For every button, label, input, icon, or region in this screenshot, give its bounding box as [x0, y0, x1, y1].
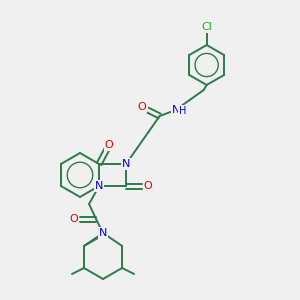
- Text: O: O: [137, 102, 146, 112]
- Text: O: O: [144, 181, 152, 191]
- Text: O: O: [70, 214, 78, 224]
- Text: H: H: [179, 106, 186, 116]
- Text: N: N: [95, 181, 103, 191]
- Text: Cl: Cl: [201, 22, 212, 32]
- Text: O: O: [105, 140, 113, 150]
- Text: N: N: [122, 159, 130, 169]
- Text: N: N: [172, 105, 180, 115]
- Text: N: N: [99, 228, 107, 238]
